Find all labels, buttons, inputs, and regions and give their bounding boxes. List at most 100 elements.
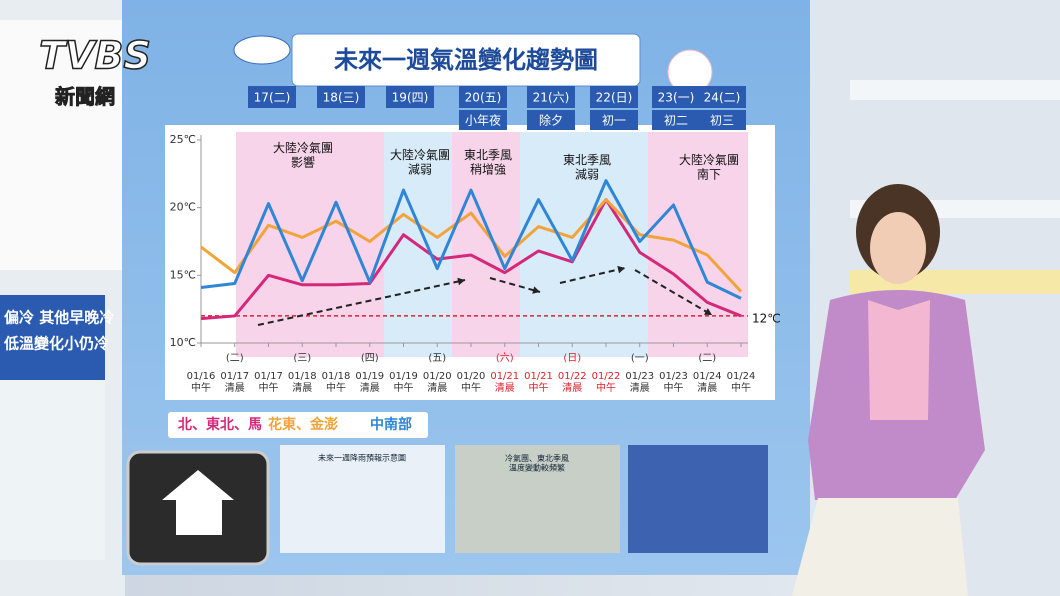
day-header: 21(六) (533, 91, 570, 105)
x-tick-label: 01/22 清晨 (558, 371, 587, 394)
trend-arrow (634, 269, 713, 316)
day-header: 20(五) (465, 91, 502, 105)
arrow-head (617, 265, 625, 274)
thumb (628, 445, 768, 553)
y-tick-label: 25℃ (170, 133, 196, 146)
legend-box (168, 412, 428, 438)
logo-sub: 新聞網 (55, 85, 115, 109)
day-header-box (698, 86, 746, 108)
day-header: 17(二) (254, 91, 291, 105)
day-header: 18(三) (323, 91, 360, 105)
day-note: 除夕 (539, 113, 563, 128)
day-header-box (590, 86, 638, 108)
x-weekday: (一) (631, 353, 649, 364)
trend-arrow (559, 267, 626, 284)
map-panel (0, 20, 122, 270)
cwa-logo (233, 35, 291, 65)
annotation: 大陸冷氣團影響 (273, 141, 333, 169)
y-tick-label: 15℃ (170, 268, 196, 281)
annotation: 東北季風稍增強 (464, 148, 512, 176)
day-header-box (386, 86, 434, 108)
side-text: 偏冷 其他早晚冷 (4, 309, 114, 327)
x-weekday: (五) (428, 353, 446, 364)
day-header-box (527, 86, 575, 108)
trend-arrow (257, 279, 466, 326)
day-note-box (459, 110, 507, 130)
x-tick-label: 01/23 中午 (659, 371, 688, 394)
x-tick-label: 01/23 清晨 (625, 371, 654, 394)
x-tick-label: 01/19 清晨 (355, 371, 384, 394)
x-weekday: (二) (698, 353, 716, 364)
annotation: 大陸冷氣團減弱 (390, 148, 450, 176)
arrow-head (532, 286, 540, 294)
x-tick-label: 01/18 中午 (322, 371, 351, 394)
day-note: 初三 (710, 114, 734, 128)
day-header: 24(二) (704, 91, 741, 105)
series-line (200, 198, 743, 293)
thumb (280, 445, 445, 553)
arrow-head (704, 308, 712, 315)
wall-stripe (850, 80, 1060, 100)
band-blue (520, 132, 648, 357)
x-tick-label: 01/21 中午 (524, 371, 553, 394)
annotation: 東北季風減弱 (563, 153, 611, 181)
day-note-box (698, 110, 746, 130)
thumb-caption: 未來一週降雨預報示意圖 (318, 453, 406, 463)
x-weekday: (三) (293, 353, 311, 364)
x-tick-label: 01/24 清晨 (693, 371, 722, 394)
x-tick-label: 01/20 清晨 (423, 371, 452, 394)
y-tick-label: 20℃ (170, 201, 196, 214)
day-note-box (527, 110, 575, 130)
series-line (200, 179, 742, 300)
series-line (200, 198, 742, 321)
x-tick-label: 01/18 清晨 (288, 371, 317, 394)
x-tick-label: 01/22 中午 (592, 371, 621, 394)
day-header-box (317, 86, 365, 108)
day-note-box (590, 110, 638, 130)
legend-entry: 北、東北、馬 (178, 416, 262, 433)
day-header: 19(四) (392, 91, 429, 105)
home-icon (162, 470, 234, 535)
side-text: 低溫變化小仍冷 (3, 335, 109, 353)
pressure-map (0, 380, 105, 560)
x-tick-label: 01/24 中午 (727, 371, 756, 394)
x-tick-label: 01/20 中午 (457, 371, 486, 394)
legend-entry: 花東、金澎 (268, 416, 338, 433)
x-weekday: (日) (563, 353, 581, 364)
day-note: 小年夜 (465, 113, 501, 128)
reference-label: 12℃ (752, 311, 781, 325)
band-pink (648, 132, 748, 357)
x-tick-label: 01/17 中午 (254, 371, 283, 394)
day-note-box (652, 110, 700, 130)
day-header: 23(一) (658, 91, 695, 105)
day-note: 初二 (664, 114, 688, 128)
y-tick-label: 10℃ (170, 336, 196, 349)
x-weekday: (六) (496, 352, 514, 364)
day-header-box (652, 86, 700, 108)
x-tick-label: 01/17 清晨 (220, 371, 249, 394)
x-weekday: (四) (361, 353, 379, 364)
annotation: 大陸冷氣團南下 (679, 153, 739, 181)
side-banner (0, 295, 105, 380)
anchor (792, 184, 985, 596)
blouse (868, 300, 930, 420)
day-header-box (248, 86, 296, 108)
x-tick-label: 01/19 中午 (389, 371, 418, 394)
logo-brand: TVBS (39, 34, 151, 78)
x-tick-label: 01/16 中午 (187, 371, 216, 394)
day-note: 初一 (602, 114, 626, 128)
x-tick-label: 01/21 清晨 (490, 371, 519, 394)
chart-title: 未來一週氣溫變化趨勢圖 (334, 46, 598, 74)
thumb (455, 445, 620, 553)
face (870, 212, 926, 284)
skirt (792, 498, 968, 596)
trend-arrow (489, 277, 541, 293)
arrow-head (457, 277, 465, 286)
legend-entry: 中南部 (370, 416, 412, 433)
day-header-box (459, 86, 507, 108)
x-weekday: (二) (226, 353, 244, 364)
day-header: 22(日) (596, 91, 633, 105)
band-pink (236, 132, 384, 357)
